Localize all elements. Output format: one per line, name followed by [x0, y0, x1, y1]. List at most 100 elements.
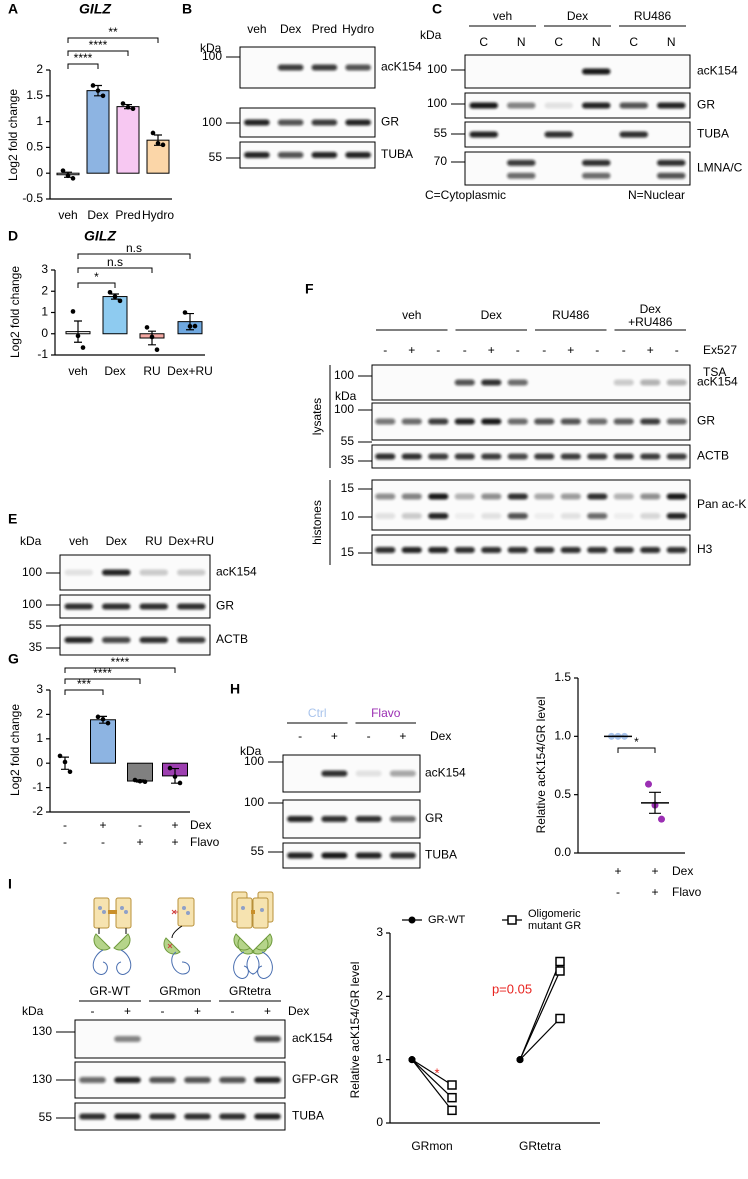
condition-label: Dex — [288, 1004, 309, 1018]
blot-frame — [74, 1102, 286, 1131]
replicate-point — [107, 290, 113, 295]
kda-label: kDa — [22, 1004, 44, 1018]
band — [640, 547, 661, 553]
replicate-point — [62, 759, 68, 765]
y-tick-label: 0 — [36, 165, 43, 179]
y-tick-label: -1 — [37, 347, 48, 361]
condition-sign: - — [595, 343, 599, 357]
footnote: C=Cytoplasmic — [425, 188, 506, 202]
band — [619, 131, 648, 138]
band — [244, 152, 270, 158]
lane-group-label: GR-WT — [90, 984, 131, 998]
condition-sign: - — [101, 835, 105, 849]
replicate-point — [149, 334, 155, 340]
data-point — [507, 915, 517, 925]
band — [139, 637, 168, 643]
band — [64, 569, 93, 576]
lane-group-label: Dex +RU486 — [628, 301, 673, 329]
lane-label: N — [592, 35, 601, 49]
y-tick-label: 3 — [41, 262, 48, 276]
band — [666, 513, 687, 519]
replicate-point — [150, 130, 156, 136]
lane-group-label: veh — [247, 22, 266, 36]
condition-sign: - — [63, 835, 67, 849]
replicate-point — [137, 778, 143, 784]
band — [375, 513, 396, 519]
band — [507, 493, 528, 500]
condition-sign: - — [516, 343, 520, 357]
band — [355, 852, 382, 859]
blot-frame — [371, 534, 691, 566]
band — [507, 102, 536, 109]
replicate-point — [95, 88, 101, 93]
band — [481, 418, 502, 425]
replicate-point — [100, 93, 106, 99]
replicate-point — [658, 815, 665, 823]
band — [277, 119, 304, 126]
band — [428, 418, 449, 425]
data-point — [447, 1092, 457, 1103]
band — [389, 852, 416, 859]
significance-label: **** — [93, 666, 112, 680]
band — [184, 1077, 211, 1083]
significance-bracket — [77, 267, 153, 273]
band — [177, 603, 206, 610]
y-axis-label: Relative acK154/GR level — [348, 962, 362, 1099]
error-bar — [649, 791, 661, 814]
protein-label: GR — [381, 115, 399, 129]
lane-label: N — [667, 35, 676, 49]
y-tick-label: -0.5 — [22, 191, 43, 205]
paired-line — [519, 961, 561, 1060]
data-point — [555, 1013, 565, 1024]
band — [139, 603, 168, 610]
replicate-point — [67, 769, 73, 775]
mw-marker: 55 — [209, 150, 223, 164]
replicate-point — [95, 714, 101, 720]
significance-label: * — [634, 735, 639, 749]
blot-frame — [59, 594, 211, 619]
replicate-point — [80, 345, 86, 350]
mw-marker: 55 — [434, 126, 448, 140]
significance-bracket — [67, 50, 129, 56]
band — [102, 637, 131, 643]
condition-sign: - — [542, 343, 546, 357]
protein-label: Pan ac-K — [697, 497, 746, 511]
band — [401, 493, 422, 500]
band — [454, 379, 475, 386]
data-point — [408, 1056, 416, 1064]
band — [640, 513, 661, 519]
band — [287, 816, 314, 822]
band — [114, 1077, 141, 1083]
mw-marker: 15 — [341, 481, 355, 495]
band — [587, 418, 608, 425]
band — [428, 453, 449, 460]
y-tick-label: 0 — [41, 326, 48, 340]
y-tick-label: 1.0 — [554, 729, 571, 743]
data-point — [447, 1105, 457, 1116]
panel-letter: B — [182, 1, 192, 17]
y-tick-label: 0 — [36, 755, 43, 769]
replicate-point — [167, 765, 173, 771]
band — [102, 569, 131, 576]
protein-label: GR — [425, 811, 443, 825]
y-tick-label: 2 — [376, 989, 383, 1003]
band — [587, 547, 608, 553]
band — [375, 493, 396, 500]
lane-label: C — [554, 35, 563, 49]
lane-group-label: Dex — [567, 9, 588, 23]
replicate-point — [192, 323, 198, 329]
band — [560, 418, 581, 425]
mw-marker: 100 — [427, 62, 447, 76]
mw-marker: 100 — [334, 402, 354, 416]
band — [587, 513, 608, 519]
band — [277, 152, 304, 158]
condition-sign: + — [408, 343, 415, 357]
condition-sign: - — [91, 1004, 95, 1018]
band — [79, 1113, 106, 1120]
significance-label: *** — [77, 677, 91, 691]
condition-label: Dex — [190, 818, 211, 832]
condition-label: Ex527 — [703, 343, 737, 357]
replicate-point — [70, 309, 76, 314]
replicate-point — [125, 104, 131, 110]
